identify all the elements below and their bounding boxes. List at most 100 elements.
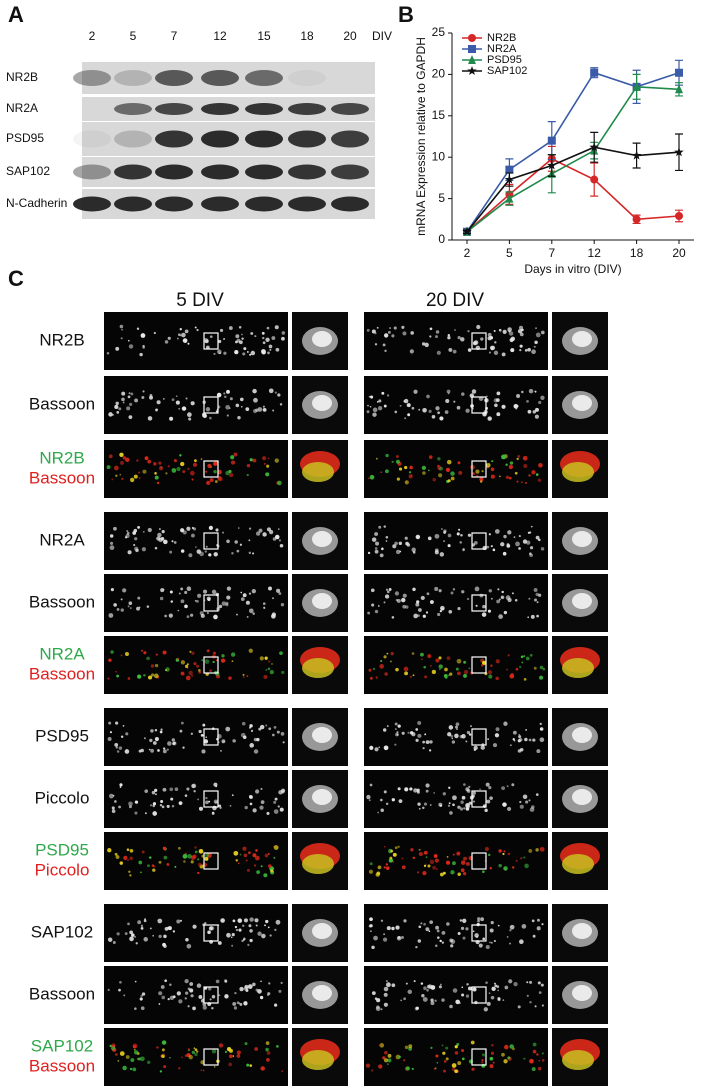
puncta — [507, 530, 512, 535]
puncta — [267, 667, 271, 671]
roi-box — [203, 594, 219, 612]
puncta — [176, 991, 181, 996]
puncta — [180, 528, 185, 533]
y-tick-label: 20 — [432, 67, 446, 81]
puncta — [169, 995, 175, 1000]
puncta — [441, 1044, 444, 1047]
puncta — [395, 667, 399, 672]
puncta — [244, 805, 248, 810]
puncta — [267, 852, 270, 856]
puncta — [134, 980, 137, 983]
roi-box — [471, 790, 487, 808]
puncta — [128, 344, 134, 349]
puncta — [429, 920, 434, 925]
puncta — [371, 603, 375, 607]
puncta — [166, 804, 170, 808]
puncta — [455, 667, 459, 671]
puncta — [384, 1058, 389, 1063]
puncta — [249, 743, 255, 748]
puncta — [274, 458, 279, 463]
puncta — [248, 527, 252, 530]
puncta — [244, 984, 249, 989]
zoom-blob — [302, 854, 334, 874]
puncta — [106, 351, 110, 355]
puncta — [415, 602, 420, 607]
puncta — [269, 348, 272, 351]
x-tick-label: 20 — [672, 246, 686, 260]
puncta — [375, 457, 378, 460]
puncta — [511, 592, 514, 595]
puncta — [268, 660, 271, 663]
zoom-blob — [312, 395, 332, 411]
row-label: Piccolo — [35, 860, 90, 879]
puncta — [128, 870, 131, 873]
puncta — [276, 588, 281, 593]
puncta — [425, 789, 429, 793]
puncta — [448, 347, 453, 352]
puncta — [490, 347, 494, 351]
puncta — [378, 525, 382, 529]
puncta — [207, 986, 212, 991]
puncta — [444, 676, 448, 680]
puncta — [106, 465, 111, 470]
marker — [590, 175, 599, 184]
micrograph — [364, 636, 548, 694]
puncta — [140, 1006, 145, 1011]
puncta — [198, 668, 201, 672]
puncta — [421, 994, 425, 998]
puncta — [127, 550, 132, 555]
puncta — [417, 721, 422, 725]
zoom-blob — [312, 331, 332, 347]
puncta — [268, 982, 271, 985]
puncta — [418, 848, 421, 851]
puncta — [407, 989, 413, 995]
puncta — [474, 586, 480, 592]
puncta — [189, 988, 194, 993]
puncta — [533, 345, 536, 348]
puncta — [520, 481, 523, 484]
puncta — [220, 658, 226, 663]
puncta — [185, 664, 189, 668]
puncta — [461, 1048, 465, 1053]
puncta — [186, 615, 190, 619]
puncta — [167, 926, 170, 930]
puncta — [114, 800, 117, 803]
puncta — [408, 474, 413, 479]
puncta — [187, 1005, 190, 1008]
puncta — [111, 809, 116, 814]
puncta — [282, 741, 285, 744]
puncta — [169, 983, 172, 986]
puncta — [465, 862, 470, 866]
puncta — [385, 536, 389, 539]
puncta — [374, 532, 379, 536]
puncta — [274, 1003, 278, 1007]
puncta — [193, 459, 197, 463]
puncta — [370, 677, 373, 680]
puncta — [154, 728, 158, 732]
puncta — [475, 604, 478, 607]
roi-box — [203, 532, 219, 550]
puncta — [523, 463, 528, 469]
puncta — [518, 735, 522, 739]
puncta — [495, 659, 500, 664]
puncta — [233, 452, 238, 457]
puncta — [415, 728, 419, 731]
row-label: PSD95 — [35, 726, 89, 745]
puncta — [185, 991, 189, 995]
puncta — [194, 850, 198, 854]
puncta — [498, 598, 501, 601]
puncta — [144, 789, 149, 794]
puncta — [484, 847, 489, 851]
puncta — [114, 404, 119, 410]
puncta — [206, 480, 211, 486]
puncta — [423, 802, 428, 806]
puncta — [432, 478, 436, 482]
puncta — [162, 747, 166, 750]
puncta — [509, 337, 514, 343]
puncta — [411, 1067, 414, 1070]
puncta — [248, 795, 253, 799]
puncta — [217, 349, 222, 355]
puncta — [385, 866, 390, 870]
puncta — [140, 1056, 145, 1062]
puncta — [248, 592, 252, 595]
